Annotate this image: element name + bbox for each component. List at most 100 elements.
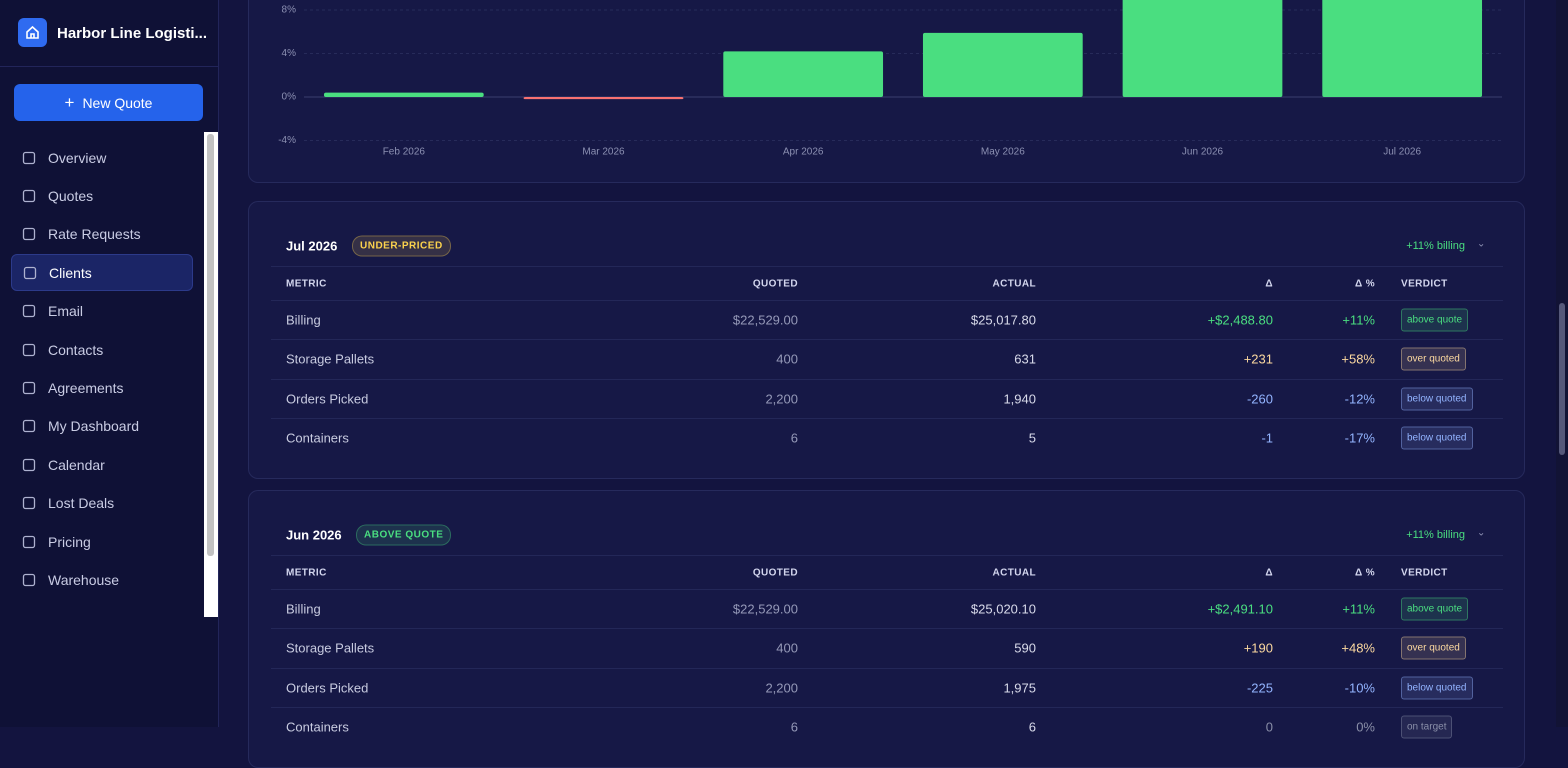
- nav-item[interactable]: Lost Deals: [11, 485, 193, 522]
- cell-delta: -260: [1246, 391, 1273, 407]
- y-tick-label: 4%: [282, 48, 297, 59]
- nav-item[interactable]: Pricing: [11, 523, 193, 560]
- scroll-thumb: [207, 134, 214, 556]
- cell-delta: -1: [1261, 430, 1273, 446]
- nav-icon: [22, 381, 36, 395]
- nav-icon: [22, 573, 36, 587]
- column-header: Δ %: [1354, 567, 1375, 579]
- rule: [271, 378, 1503, 380]
- section-card: Jul 2026 UNDER-PRICED +11% billing ⌄ METRIC Q…: [248, 201, 1525, 479]
- nav-item[interactable]: Contacts: [11, 331, 193, 368]
- cell-metric: Orders Picked: [286, 391, 369, 407]
- column-header: METRIC: [286, 567, 327, 579]
- logo-icon: [26, 25, 39, 39]
- cell-quoted: 400: [776, 640, 798, 656]
- cell-delta-pct: +58%: [1341, 351, 1375, 367]
- x-tick-label: Feb 2026: [383, 147, 426, 158]
- nav-item[interactable]: Calendar: [11, 446, 193, 483]
- icon-shape: [23, 266, 37, 279]
- nav-label: Quotes: [48, 187, 94, 204]
- nav-item[interactable]: Quotes: [11, 177, 193, 214]
- column-header: QUOTED: [752, 278, 798, 290]
- cell-actual: $25,020.10: [970, 601, 1036, 617]
- nav-item[interactable]: Clients: [11, 254, 193, 292]
- icon-shape: [22, 151, 36, 164]
- nav-label: Lost Deals: [48, 495, 115, 512]
- divider: [0, 66, 218, 67]
- nav-label: Contacts: [48, 341, 104, 358]
- cell-actual: $25,017.80: [970, 312, 1036, 328]
- nav-icon: [22, 458, 36, 471]
- nav-icon: [22, 304, 36, 318]
- new-quote-button[interactable]: + New Quote: [14, 84, 203, 121]
- icon-shape: [22, 228, 36, 241]
- nav-item[interactable]: Warehouse: [11, 561, 193, 598]
- bar: [323, 92, 484, 97]
- chart: -4% 0% 4% 8% Feb 2026 Mar 2026 Apr 2026 May 202…: [278, 0, 1502, 158]
- cell-quoted: $22,529.00: [732, 601, 798, 617]
- nav-icon: [23, 266, 37, 279]
- nav-icon: [22, 151, 36, 164]
- column-header: METRIC: [286, 278, 327, 290]
- sidebar: Harbor Line Logisti... + New Quote Overvi…: [0, 0, 219, 727]
- page-scrollbar: [1556, 0, 1568, 727]
- cell-quoted: 2,200: [765, 391, 798, 407]
- nav-label: Rate Requests: [48, 226, 141, 243]
- cell-delta: -225: [1246, 680, 1273, 696]
- icon-shape: [22, 420, 36, 433]
- section-card: Jun 2026 ABOVE QUOTE +11% billing ⌄ METRIC QU…: [248, 490, 1525, 768]
- cell-delta-pct: +11%: [1342, 312, 1375, 328]
- chevron[interactable]: ⌄: [1477, 527, 1486, 539]
- status-badge: UNDER-PRICED: [352, 235, 451, 257]
- column-header: ACTUAL: [992, 278, 1036, 290]
- cell-quoted: 400: [776, 351, 798, 367]
- verdict-badge: above quote: [1401, 597, 1469, 621]
- icon-shape: [22, 343, 36, 356]
- x-tick-label: Jul 2026: [1383, 147, 1421, 158]
- nav-item[interactable]: Agreements: [11, 369, 193, 406]
- cell-delta-pct: +48%: [1341, 640, 1375, 656]
- nav-item[interactable]: My Dashboard: [11, 408, 193, 445]
- cell-metric: Billing: [286, 312, 321, 328]
- cell-metric: Storage Pallets: [286, 351, 375, 367]
- nav-icon: [22, 228, 36, 241]
- cell-metric: Containers: [286, 430, 349, 446]
- period: Jun 2026: [286, 527, 342, 543]
- verdict-badge: over quoted: [1401, 347, 1466, 371]
- rule: [271, 706, 1503, 708]
- cell-delta: +$2,488.80: [1207, 312, 1273, 328]
- nav-item[interactable]: Rate Requests: [11, 216, 193, 253]
- cell-actual: 1,940: [1003, 391, 1036, 407]
- nav-label: Pricing: [48, 533, 91, 550]
- column-header: ACTUAL: [992, 567, 1036, 579]
- rule: [271, 628, 1503, 630]
- nav-item[interactable]: Email: [11, 293, 193, 330]
- cell-delta: +231: [1243, 351, 1273, 367]
- brand-name: Harbor Line Logisti...: [57, 25, 208, 42]
- y-tick-label: -4%: [278, 135, 296, 146]
- verdict-badge: over quoted: [1401, 636, 1466, 660]
- cell-actual: 5: [1028, 430, 1036, 446]
- rule: [271, 339, 1503, 341]
- bar: [922, 32, 1083, 97]
- icon-shape: [22, 573, 36, 587]
- chevron[interactable]: ⌄: [1477, 238, 1486, 250]
- rule: [271, 266, 1503, 267]
- icon-shape: [22, 458, 36, 471]
- rule: [271, 417, 1503, 419]
- nav-icon: [22, 420, 36, 433]
- nav-label: Agreements: [48, 379, 124, 396]
- nav-label: Email: [48, 303, 84, 320]
- x-tick-label: Mar 2026: [582, 147, 625, 158]
- bar: [1122, 0, 1283, 97]
- cell-delta-pct: +11%: [1342, 601, 1375, 617]
- cell-actual: 1,975: [1003, 680, 1036, 696]
- nav-item[interactable]: Overview: [11, 139, 193, 176]
- icon-shape: [22, 535, 36, 548]
- y-tick-label: 8%: [282, 5, 297, 16]
- cell-delta: +$2,491.10: [1207, 601, 1273, 617]
- x-tick-label: Jun 2026: [1182, 147, 1224, 158]
- nav-icon: [22, 189, 36, 203]
- period: Jul 2026: [286, 238, 338, 254]
- cell-quoted: 2,200: [765, 680, 798, 696]
